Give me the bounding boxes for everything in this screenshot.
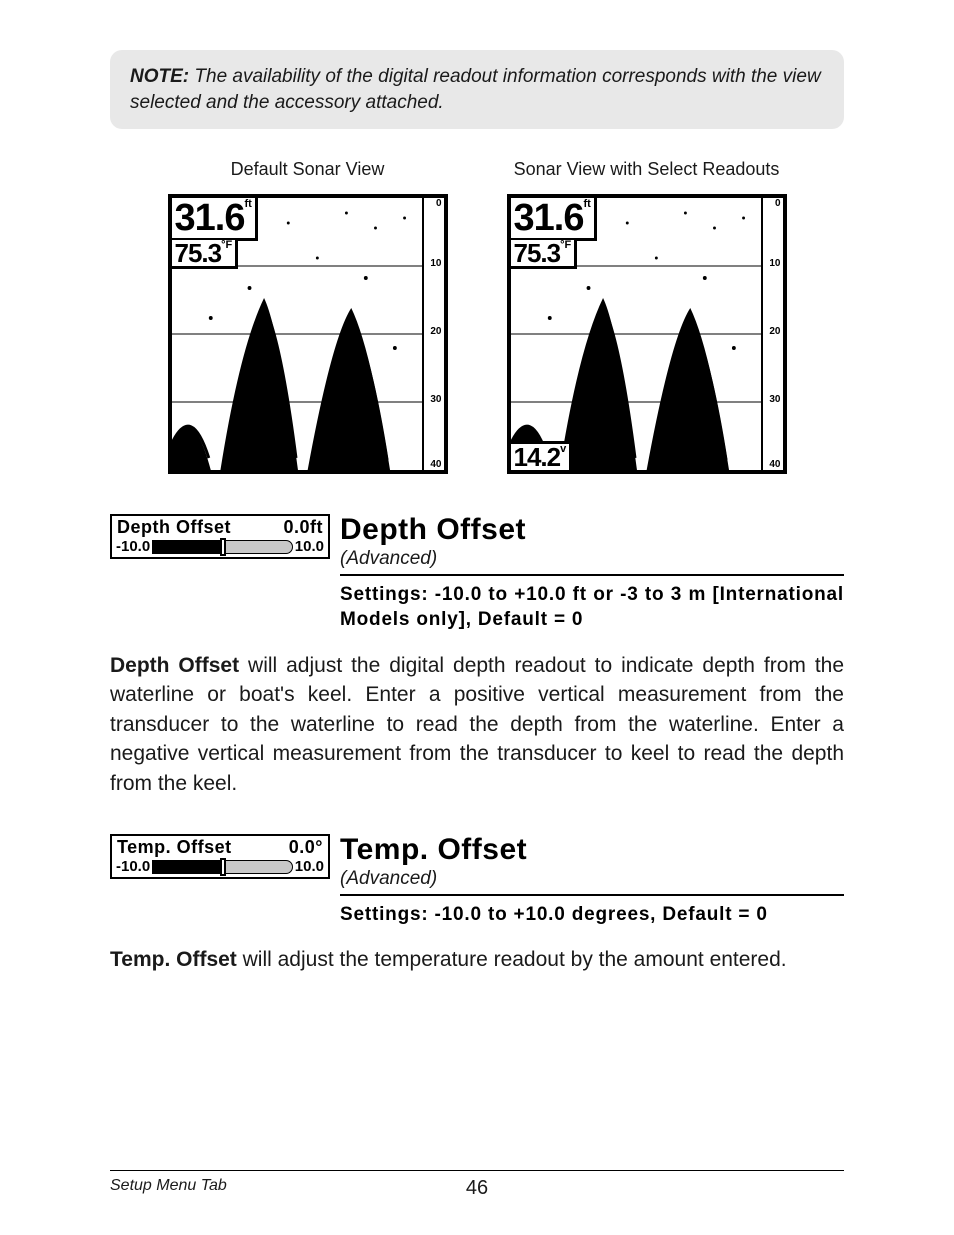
- sonar-tick: 30: [430, 394, 441, 405]
- settings-divider: [340, 574, 844, 576]
- slider-thumb[interactable]: [220, 538, 226, 556]
- depth-offset-para: Depth Offset will adjust the digital dep…: [110, 651, 844, 798]
- widget-title-row: Depth Offset 0.0ft: [112, 516, 328, 538]
- sonar-depth-value: 31.6: [175, 197, 245, 239]
- sonar-tick: 40: [430, 459, 441, 470]
- sonar-scale: 0 10 20 30 40: [422, 198, 444, 470]
- slider-min: -10.0: [116, 858, 150, 875]
- sonar-temp-readout: 75.3°F: [511, 240, 578, 269]
- sonar-col-left: Default Sonar View: [150, 159, 465, 474]
- depth-offset-block: Depth Offset 0.0ft -10.0 10.0 Depth Offs…: [110, 514, 844, 633]
- widget-slider-row: -10.0 10.0: [112, 538, 328, 557]
- slider-thumb[interactable]: [220, 858, 226, 876]
- sonar-tick: 10: [769, 258, 780, 269]
- sonar-volt-unit: v: [560, 443, 566, 455]
- widget-slider-row: -10.0 10.0: [112, 858, 328, 877]
- sonar-row: Default Sonar View: [110, 159, 844, 474]
- temp-offset-para: Temp. Offset will adjust the temperature…: [110, 945, 844, 974]
- slider-track[interactable]: [152, 540, 293, 554]
- slider-max: 10.0: [295, 858, 324, 875]
- para-lead: Temp. Offset: [110, 948, 237, 971]
- sonar-screen-select: 31.6ft 75.3°F 14.2v 0 10 20 30 40: [507, 194, 787, 474]
- sonar-temp-value: 75.3: [514, 238, 561, 268]
- widget-label: Temp. Offset: [117, 837, 232, 858]
- note-label: NOTE:: [130, 66, 189, 87]
- setting-heading: Depth Offset: [340, 514, 844, 546]
- sonar-tick: 20: [430, 326, 441, 337]
- temp-offset-text: Temp. Offset (Advanced) Settings: -10.0 …: [340, 834, 844, 927]
- sonar-depth-value: 31.6: [514, 197, 584, 239]
- page-footer: Setup Menu Tab 46: [110, 1170, 844, 1195]
- sonar-volt-readout: 14.2v: [511, 441, 573, 470]
- sonar-depth-unit: ft: [244, 198, 251, 210]
- widget-value: 0.0ft: [283, 517, 323, 538]
- depth-offset-text: Depth Offset (Advanced) Settings: -10.0 …: [340, 514, 844, 633]
- sonar-tick: 0: [775, 198, 781, 209]
- setting-range: Settings: -10.0 to +10.0 degrees, Defaul…: [340, 902, 844, 928]
- sonar-tick: 20: [769, 326, 780, 337]
- sonar-scale: 0 10 20 30 40: [761, 198, 783, 470]
- settings-divider: [340, 894, 844, 896]
- slider-max: 10.0: [295, 538, 324, 555]
- sonar-temp-unit: °F: [560, 239, 571, 251]
- para-body: will adjust the temperature readout by t…: [237, 948, 787, 971]
- depth-offset-widget: Depth Offset 0.0ft -10.0 10.0: [110, 514, 330, 559]
- slider-min: -10.0: [116, 538, 150, 555]
- sonar-temp-readout: 75.3°F: [172, 240, 239, 269]
- slider-track[interactable]: [152, 860, 293, 874]
- sonar-caption-right: Sonar View with Select Readouts: [514, 159, 780, 180]
- note-text: The availability of the digital readout …: [130, 66, 821, 113]
- widget-frame: Temp. Offset 0.0° -10.0 10.0: [110, 834, 330, 879]
- footer-section: Setup Menu Tab: [110, 1177, 227, 1195]
- sonar-depth-unit: ft: [583, 198, 590, 210]
- sonar-caption-left: Default Sonar View: [231, 159, 385, 180]
- sonar-tick: 10: [430, 258, 441, 269]
- sonar-depth-readout: 31.6ft: [172, 198, 258, 241]
- temp-offset-widget: Temp. Offset 0.0° -10.0 10.0: [110, 834, 330, 879]
- sonar-volt-value: 14.2: [514, 442, 561, 472]
- sonar-tick: 30: [769, 394, 780, 405]
- sonar-tick: 40: [769, 459, 780, 470]
- setting-sub: (Advanced): [340, 548, 844, 570]
- widget-title-row: Temp. Offset 0.0°: [112, 836, 328, 858]
- sonar-temp-unit: °F: [221, 239, 232, 251]
- temp-offset-block: Temp. Offset 0.0° -10.0 10.0 Temp. Offse…: [110, 834, 844, 927]
- sonar-screen-default: 31.6ft 75.3°F 0 10 20 30 40: [168, 194, 448, 474]
- note-box: NOTE: The availability of the digital re…: [110, 50, 844, 129]
- widget-frame: Depth Offset 0.0ft -10.0 10.0: [110, 514, 330, 559]
- setting-range: Settings: -10.0 to +10.0 ft or -3 to 3 m…: [340, 582, 844, 633]
- widget-label: Depth Offset: [117, 517, 231, 538]
- sonar-tick: 0: [436, 198, 442, 209]
- setting-sub: (Advanced): [340, 868, 844, 890]
- setting-heading: Temp. Offset: [340, 834, 844, 866]
- sonar-col-right: Sonar View with Select Readouts: [489, 159, 804, 474]
- sonar-depth-readout: 31.6ft: [511, 198, 597, 241]
- widget-value: 0.0°: [289, 837, 323, 858]
- footer-page: 46: [466, 1177, 488, 1200]
- para-lead: Depth Offset: [110, 654, 239, 677]
- sonar-temp-value: 75.3: [175, 238, 222, 268]
